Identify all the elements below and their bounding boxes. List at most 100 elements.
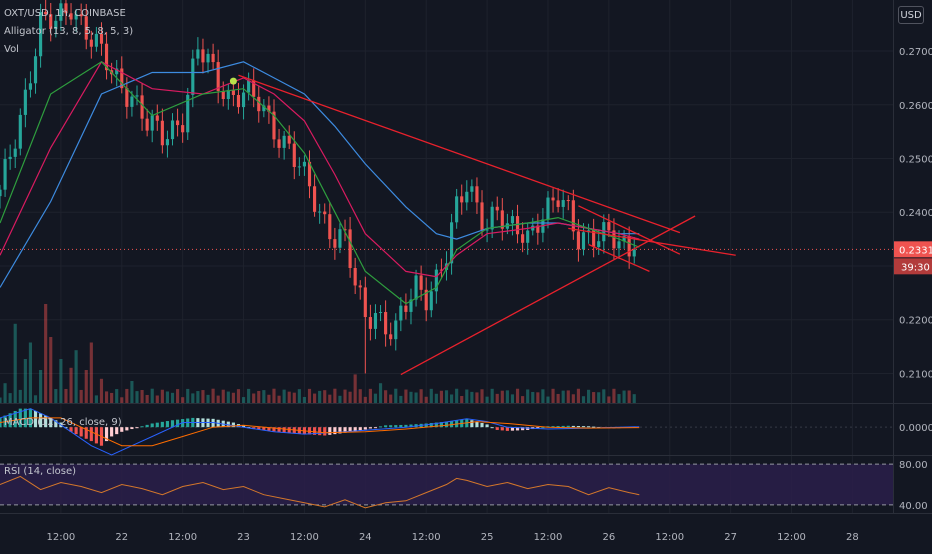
macd-histogram-bar [54, 420, 58, 428]
x-tick-label: 25 [481, 532, 494, 543]
volume-bar [531, 391, 535, 403]
candle-body [135, 95, 139, 97]
candle-body [384, 312, 388, 335]
candle-body [8, 156, 12, 160]
candle-body [186, 94, 190, 133]
candle-body [470, 186, 474, 192]
macd-histogram-bar [394, 425, 398, 428]
x-tick-label: 12:00 [168, 532, 197, 543]
volume-legend[interactable]: Vol [4, 44, 19, 55]
volume-bar [586, 389, 591, 403]
candle-body [196, 49, 200, 59]
trendlines[interactable] [238, 74, 736, 376]
candle-body [140, 95, 144, 119]
macd-histogram-bar [8, 413, 12, 428]
candle-body [13, 148, 17, 157]
macd-histogram-bar [384, 425, 388, 428]
volume-bar [236, 389, 241, 403]
volume-bar [515, 388, 520, 403]
volume-bar [140, 390, 144, 403]
macd-histogram-bar [211, 418, 215, 428]
macd-histogram-bar [581, 426, 586, 428]
candle-body [404, 305, 408, 312]
candle-body [536, 225, 540, 233]
volume-bar [444, 390, 449, 403]
macd-histogram-bar [252, 427, 256, 429]
macd-histogram-bar [160, 421, 164, 428]
volume-bar [165, 391, 170, 403]
volume-bar [404, 389, 408, 403]
alligator-legend[interactable]: Alligator (13, 8, 5, 8, 5, 3) [4, 26, 134, 37]
volume-bar [110, 392, 114, 403]
alligator-teeth-line [0, 61, 640, 278]
candle-body [257, 96, 261, 112]
candle-body [551, 197, 555, 201]
candle-body [632, 249, 636, 257]
macd-histogram-bar [241, 425, 246, 428]
volume-bar [607, 396, 611, 403]
volume-bar [338, 395, 342, 403]
last-price-label: 0.2331 [899, 245, 932, 256]
macd-histogram-bar [328, 427, 332, 435]
candle-body [592, 230, 596, 247]
volume-bar [196, 391, 200, 403]
candle-body [460, 196, 464, 203]
candle-body [18, 114, 22, 149]
volume-bar [135, 391, 139, 403]
rsi-legend[interactable]: RSI (14, close) [4, 466, 77, 477]
macd-histogram-bar [353, 427, 357, 432]
candle-body [165, 139, 170, 146]
macd-histogram-bar [39, 413, 43, 428]
volume-bar [460, 396, 464, 403]
candle-body [515, 216, 520, 235]
candle-body [323, 211, 327, 215]
volume-bar [612, 388, 616, 403]
macd-histogram-bar [79, 427, 83, 437]
macd-histogram-bar [470, 420, 474, 428]
candle-body [206, 53, 210, 63]
candle-body [581, 232, 586, 250]
volume-bar [13, 323, 17, 403]
volume-bar [363, 396, 367, 403]
candle-body [521, 234, 525, 243]
macd-histogram-bar [181, 419, 185, 428]
macd-histogram-bar [125, 427, 129, 431]
candle-body [571, 200, 575, 232]
symbol-legend[interactable]: OXT/USD, 1h, COINBASE [4, 8, 126, 19]
macd-histogram-bar [495, 427, 499, 430]
macd-histogram-bar [368, 427, 372, 429]
volume-bar [64, 388, 68, 403]
volume-bar [257, 390, 261, 403]
x-tick-label: 24 [359, 532, 372, 543]
macd-histogram-bar [115, 427, 119, 435]
candle-body [373, 313, 378, 329]
y-tick-label: 0.2600 [899, 101, 932, 112]
macd-histogram-bar [409, 424, 413, 428]
volume-bar [125, 388, 129, 403]
volume-bar [450, 394, 454, 403]
candle-body [414, 275, 418, 300]
macd-histogram-bar [576, 426, 580, 428]
volume-bar [211, 388, 215, 403]
x-tick-label: 27 [724, 532, 737, 543]
macd-histogram-bar [556, 426, 560, 428]
y-tick-label: 0.2400 [899, 208, 932, 219]
volume-bar [526, 389, 530, 403]
candle-body [74, 14, 78, 20]
currency-button[interactable]: USD [898, 6, 924, 24]
volume-bars [0, 304, 636, 403]
candle-body [226, 89, 230, 100]
x-tick-label: 28 [846, 532, 859, 543]
candle-body [64, 3, 68, 14]
macd-histogram-bar [176, 419, 180, 428]
macd-histogram-bar [343, 427, 347, 433]
candle-body [69, 13, 73, 20]
macd-histogram-bar [282, 427, 286, 433]
volume-bar [115, 389, 119, 403]
candle-body [526, 230, 530, 243]
macd-histogram-bar [586, 426, 591, 428]
volume-bar [419, 389, 423, 403]
volume-bar [176, 389, 180, 403]
macd-legend[interactable]: MACD (12, 26, close, 9) [4, 417, 122, 428]
